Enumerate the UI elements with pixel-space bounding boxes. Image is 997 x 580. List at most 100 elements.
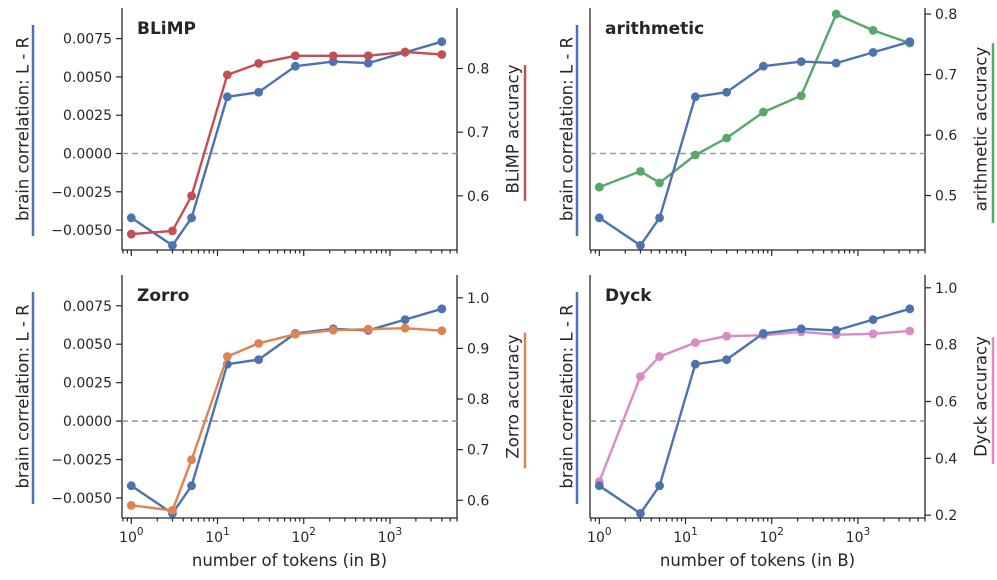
brain-correlation-point xyxy=(722,355,732,364)
left-y-tick-label: 0.0050 xyxy=(63,70,112,86)
brain-correlation-point xyxy=(594,213,604,223)
blimp-accuracy-point xyxy=(187,191,196,201)
right-y-axis-label: arithmetic accuracy xyxy=(972,47,991,212)
right-y-tick-label: 0.7 xyxy=(467,125,489,141)
x-tick-label: 102 xyxy=(759,526,784,546)
x-tick-label: 101 xyxy=(205,526,230,546)
dyck-accuracy-point xyxy=(905,326,915,336)
right-y-axis-label: Zorro accuracy xyxy=(504,334,523,458)
right-y-tick-label: 0.6 xyxy=(935,128,957,144)
brain-correlation-point xyxy=(290,61,300,71)
right-y-axis-label: Dyck accuracy xyxy=(972,336,991,457)
x-tick-label: 102 xyxy=(291,526,316,546)
brain-correlation-point xyxy=(722,87,732,97)
arithmetic-accuracy-point xyxy=(868,25,878,35)
blimp-accuracy-point xyxy=(328,51,338,61)
brain-correlation-point xyxy=(690,92,700,102)
brain-correlation-point xyxy=(187,213,196,223)
zorro-accuracy-line xyxy=(131,327,442,512)
right-y-tick-label: 1.0 xyxy=(467,291,489,307)
brain-correlation-point xyxy=(831,325,841,335)
left-y-axis-label: brain correlation: L - R xyxy=(558,304,577,488)
zorro-accuracy-point xyxy=(290,329,300,339)
brain-correlation-point xyxy=(636,508,645,518)
brain-correlation-point xyxy=(400,315,410,325)
x-axis-label: number of tokens (in B) xyxy=(660,551,855,570)
panel-arithmetic: 0.5 0.6 0.7 0.8 brain correlation: L - R arit… xyxy=(558,7,995,256)
blimp-accuracy-point xyxy=(363,51,373,61)
brain-correlation-point xyxy=(187,481,196,491)
dyck-accuracy-point xyxy=(690,338,700,348)
arithmetic-accuracy-point xyxy=(796,91,806,101)
left-y-tick-label: −0.0050 xyxy=(51,223,112,239)
zorro-accuracy-point xyxy=(400,323,410,333)
arithmetic-accuracy-point xyxy=(594,182,604,192)
brain-correlation-point xyxy=(690,359,700,369)
arithmetic-accuracy-line xyxy=(598,12,911,189)
brain-correlation-point xyxy=(905,37,915,47)
brain-correlation-point xyxy=(126,481,136,491)
x-tick-label: 100 xyxy=(587,526,612,546)
brain-correlation-point xyxy=(868,315,878,325)
right-y-tick-label: 0.6 xyxy=(467,189,489,205)
right-y-tick-label: 0.9 xyxy=(467,341,489,357)
zorro-accuracy-point xyxy=(328,325,338,335)
right-y-tick-label: 0.2 xyxy=(935,508,957,524)
right-y-tick-label: 0.4 xyxy=(935,451,957,467)
panel-title: BLiMP xyxy=(137,19,196,39)
left-y-tick-label: −0.0025 xyxy=(51,185,112,201)
panel-title: arithmetic xyxy=(605,19,704,39)
arithmetic-accuracy-point xyxy=(722,133,732,143)
brain-correlation-point xyxy=(636,241,645,250)
x-axis-label: number of tokens (in B) xyxy=(192,551,387,570)
brain-correlation-point xyxy=(168,241,177,250)
zorro-accuracy-point xyxy=(168,506,177,515)
left-y-axis-label: brain correlation: L - R xyxy=(14,304,33,488)
brain-correlation-point xyxy=(126,213,136,223)
brain-correlation-point xyxy=(655,481,664,491)
arithmetic-accuracy-point xyxy=(655,178,664,188)
zorro-accuracy-point xyxy=(126,500,136,510)
right-y-tick-label: 0.8 xyxy=(467,62,489,78)
brain-correlation-point xyxy=(905,304,915,314)
left-y-tick-label: 0.0025 xyxy=(63,108,112,124)
left-y-tick-label: 0.0050 xyxy=(63,337,112,353)
brain-correlation-point xyxy=(437,37,447,47)
dyck-accuracy-point xyxy=(636,372,645,381)
zorro-accuracy-point xyxy=(254,338,264,348)
right-y-axis-label: BLiMP accuracy xyxy=(504,64,523,193)
panel-blimp: −0.0050 −0.0025 0.0000 0.0025 0.0050 0.0075 0.… xyxy=(14,8,527,256)
right-y-tick-label: 1.0 xyxy=(935,281,957,297)
left-y-axis-label: brain correlation: L - R xyxy=(558,37,577,221)
left-y-axis-label: brain correlation: L - R xyxy=(14,37,33,221)
right-y-tick-label: 0.8 xyxy=(467,392,489,408)
left-y-tick-label: 0.0000 xyxy=(63,147,112,163)
brain-correlation-point xyxy=(222,92,232,102)
left-y-tick-label: −0.0025 xyxy=(51,453,112,469)
x-tick-label: 103 xyxy=(846,526,871,546)
blimp-accuracy-point xyxy=(254,59,264,68)
panel-dyck: 100 101 102 103 0.2 0.4 0.6 0.8 1.0 brain correla… xyxy=(558,275,995,570)
x-tick-label: 101 xyxy=(673,526,698,546)
blimp-accuracy-point xyxy=(126,229,136,239)
zorro-accuracy-point xyxy=(363,324,373,334)
right-y-tick-label: 0.8 xyxy=(935,7,957,23)
x-tick-label: 103 xyxy=(378,526,403,546)
right-y-tick-label: 0.5 xyxy=(935,189,957,205)
blimp-accuracy-point xyxy=(437,50,447,59)
brain-correlation-point xyxy=(796,57,806,67)
brain-correlation-point xyxy=(363,58,373,68)
left-y-tick-label: −0.0050 xyxy=(51,491,112,507)
left-y-tick-label: 0.0025 xyxy=(63,376,112,392)
brain-correlation-line xyxy=(598,40,911,247)
brain-correlation-line xyxy=(130,40,443,247)
dyck-accuracy-point xyxy=(655,352,664,361)
brain-correlation-point xyxy=(758,329,768,338)
blimp-accuracy-point xyxy=(222,70,232,80)
left-y-tick-label: 0.0000 xyxy=(63,414,112,430)
right-y-tick-label: 0.6 xyxy=(467,493,489,509)
arithmetic-accuracy-point xyxy=(758,107,768,117)
panel-zorro: 100 101 102 103 −0.0050 −0.0025 0.0000 0.0025 0.… xyxy=(14,275,527,570)
brain-correlation-line xyxy=(130,307,443,515)
